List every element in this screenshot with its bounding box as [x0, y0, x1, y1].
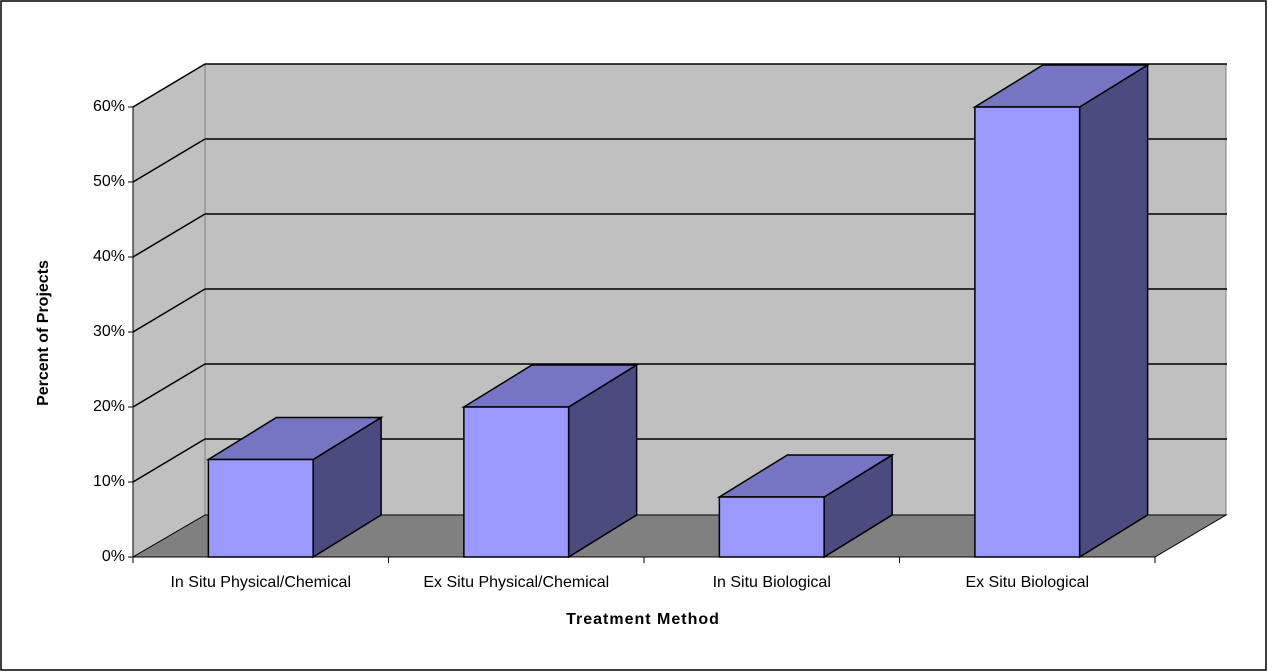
grid-line: [132, 438, 206, 483]
grid-line: [132, 63, 206, 108]
x-tick-label: In Situ Physical/Chemical: [170, 574, 351, 591]
y-tick-label: 20%: [93, 398, 125, 415]
grid-line: [132, 363, 206, 408]
y-tick-label: 60%: [93, 98, 125, 115]
x-tick-label: Ex Situ Physical/Chemical: [423, 574, 609, 591]
bar: [974, 106, 1081, 558]
bar: [207, 458, 314, 558]
y-tick-label: 50%: [93, 173, 125, 190]
y-tick-label: 0%: [102, 548, 125, 565]
grid-line: [132, 288, 206, 333]
x-tick-label: In Situ Biological: [713, 574, 831, 591]
y-tick-label: 10%: [93, 473, 125, 490]
y-tick-label: 40%: [93, 248, 125, 265]
y-tick-label: 30%: [93, 323, 125, 340]
grid-line: [132, 138, 206, 183]
bar: [463, 406, 570, 558]
x-tick-label: Ex Situ Biological: [965, 574, 1089, 591]
bar: [718, 496, 825, 558]
bar-side: [1078, 63, 1149, 559]
grid-line: [132, 213, 206, 258]
x-axis-title: Treatment Method: [566, 611, 720, 628]
y-axis-title: Percent of Projects: [35, 260, 52, 406]
